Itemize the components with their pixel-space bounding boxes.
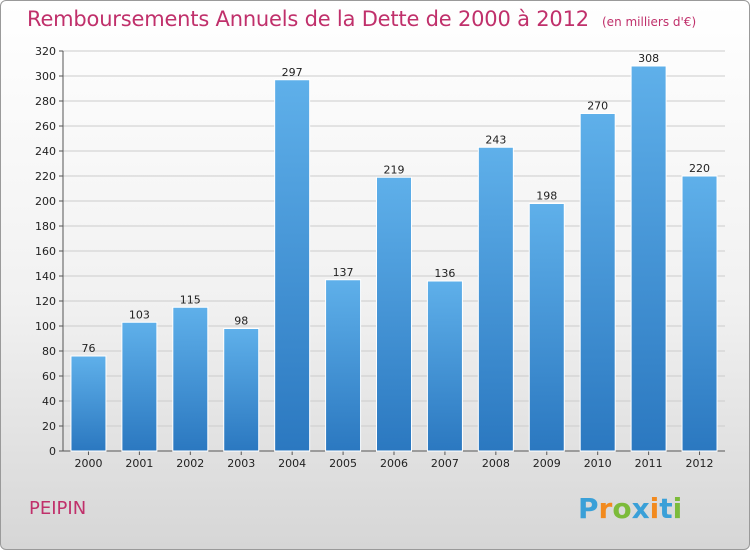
bar xyxy=(172,306,209,452)
x-tick-label: 2006 xyxy=(380,457,408,470)
commune-name: PEIPIN xyxy=(29,498,87,519)
bar xyxy=(325,279,362,452)
bar xyxy=(223,328,260,452)
x-tick-label: 2010 xyxy=(584,457,612,470)
bar xyxy=(274,79,311,452)
bar xyxy=(579,113,616,452)
x-tick-label: 2007 xyxy=(431,457,459,470)
x-tick-label: 2000 xyxy=(74,457,102,470)
value-labels: 76 103 115 98 297 137 219 136 243 198 270 308 220 xyxy=(81,52,710,355)
y-tick-label: 140 xyxy=(35,270,56,283)
chart-unit: (en milliers d'€) xyxy=(602,15,697,29)
x-tick-label: 2005 xyxy=(329,457,357,470)
data-label: 103 xyxy=(129,308,150,321)
y-tick-label: 0 xyxy=(49,445,56,458)
y-tick-label: 180 xyxy=(35,220,56,233)
x-tick-label: 2001 xyxy=(125,457,153,470)
axes: 0 20 40 60 80 100 120 140 160 180 200 220 240 260 280 3… xyxy=(35,45,725,470)
y-tick-label: 80 xyxy=(42,345,56,358)
bar xyxy=(681,175,718,452)
bar xyxy=(376,176,412,452)
y-tick-label: 200 xyxy=(35,195,56,208)
y-tick-label: 20 xyxy=(42,420,56,433)
x-tick-label: 2004 xyxy=(278,457,306,470)
proxiti-logo: Proxiti xyxy=(578,490,690,524)
svg-text:Proxiti: Proxiti xyxy=(578,492,682,524)
chart-title: Remboursements Annuels de la Dette de 20… xyxy=(27,7,589,31)
data-label: 76 xyxy=(81,342,95,355)
bar xyxy=(528,203,565,452)
y-tick-label: 220 xyxy=(35,170,56,183)
y-tick-label: 320 xyxy=(35,45,56,58)
x-tick-label: 2009 xyxy=(533,457,561,470)
y-tick-label: 100 xyxy=(35,320,56,333)
chart-title-block: Remboursements Annuels de la Dette de 20… xyxy=(27,7,696,31)
bar xyxy=(426,280,463,452)
bar xyxy=(70,355,107,452)
x-tick-label: 2002 xyxy=(176,457,204,470)
y-tick-label: 260 xyxy=(35,120,56,133)
data-label: 137 xyxy=(333,266,354,279)
x-tick-label: 2003 xyxy=(227,457,255,470)
data-label: 270 xyxy=(587,100,608,113)
y-tick-label: 280 xyxy=(35,95,56,108)
data-label: 115 xyxy=(180,293,201,306)
y-tick-label: 300 xyxy=(35,70,56,83)
y-tick-label: 120 xyxy=(35,295,56,308)
data-label: 198 xyxy=(536,190,557,203)
y-tick-label: 60 xyxy=(42,370,56,383)
x-tick-label: 2008 xyxy=(482,457,510,470)
bars xyxy=(70,65,718,452)
data-label: 243 xyxy=(485,133,506,146)
y-tick-label: 40 xyxy=(42,395,56,408)
data-label: 219 xyxy=(384,163,405,176)
bar xyxy=(477,146,514,452)
y-tick-label: 160 xyxy=(35,245,56,258)
x-tick-label: 2011 xyxy=(635,457,663,470)
y-tick-label: 240 xyxy=(35,145,56,158)
bar xyxy=(630,65,667,452)
x-tick-label: 2012 xyxy=(686,457,714,470)
data-label: 98 xyxy=(234,315,248,328)
data-label: 136 xyxy=(434,267,455,280)
bar xyxy=(121,321,158,452)
data-label: 308 xyxy=(638,52,659,65)
data-label: 297 xyxy=(282,66,303,79)
data-label: 220 xyxy=(689,162,710,175)
